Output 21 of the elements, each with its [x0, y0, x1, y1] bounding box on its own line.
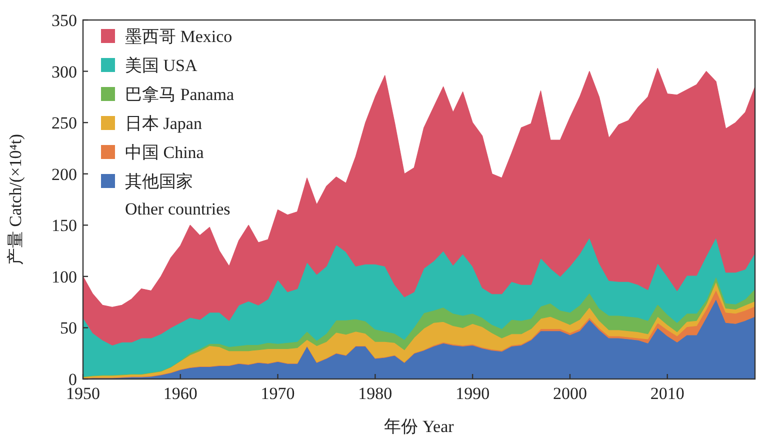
x-tick-label: 1960 — [163, 384, 198, 403]
x-tick-label: 1990 — [456, 384, 490, 403]
legend-label: 墨西哥 Mexico — [125, 27, 232, 46]
x-tick-label: 1970 — [260, 384, 295, 403]
y-tick-label: 150 — [52, 216, 77, 236]
y-tick-label: 50 — [60, 318, 77, 338]
y-tick-label: 250 — [52, 114, 77, 133]
y-axis-title: 产量 Catch/(×10⁴t) — [6, 134, 25, 266]
legend-label: 其他国家 Other countries — [125, 172, 230, 219]
y-tick-label: 100 — [52, 267, 77, 286]
legend-label: 日本 Japan — [125, 114, 202, 133]
legend-label: 美国 USA — [125, 56, 198, 75]
x-tick-label: 1980 — [358, 384, 392, 403]
y-tick-label: 300 — [52, 62, 77, 82]
legend-label: 中国 China — [125, 143, 204, 162]
x-axis-title: 年份 Year — [384, 417, 454, 436]
y-tick-label: 350 — [52, 11, 77, 30]
x-tick-label: 2010 — [650, 384, 684, 403]
y-tick-label: 200 — [52, 164, 77, 184]
x-tick-label: 2000 — [552, 384, 587, 403]
legend-label: 巴拿马 Panama — [125, 85, 235, 104]
